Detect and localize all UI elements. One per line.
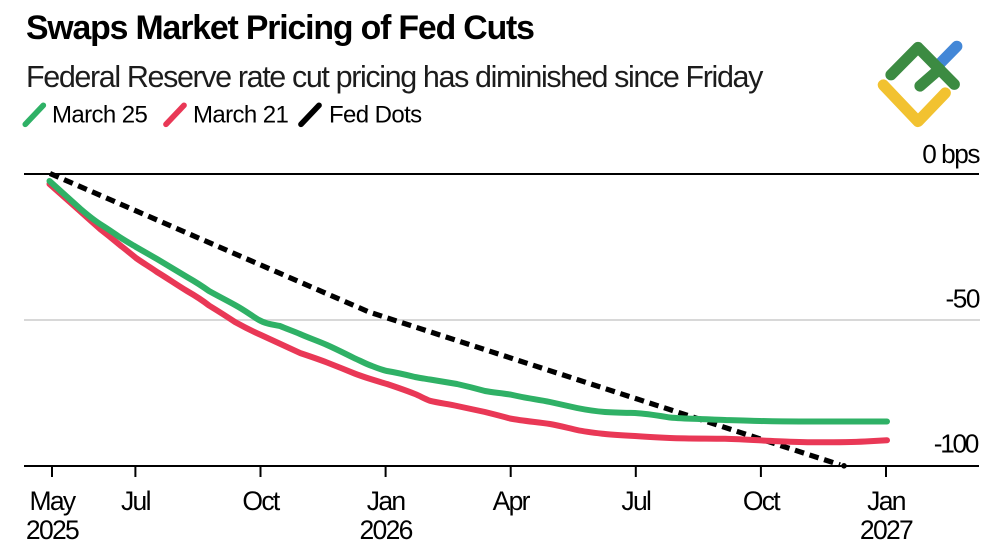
svg-text:March 21: March 21 <box>193 102 288 129</box>
svg-text:Oct: Oct <box>242 486 280 516</box>
svg-text:Jan: Jan <box>367 486 406 516</box>
svg-text:-50: -50 <box>946 284 980 314</box>
svg-text:Jan: Jan <box>867 486 906 516</box>
svg-text:Jul: Jul <box>621 486 651 516</box>
svg-text:Fed Dots: Fed Dots <box>329 102 422 129</box>
svg-text:Federal Reserve rate cut prici: Federal Reserve rate cut pricing has dim… <box>26 60 764 94</box>
svg-text:0 bps: 0 bps <box>922 139 980 169</box>
svg-text:2026: 2026 <box>360 515 413 545</box>
svg-text:Jul: Jul <box>121 486 151 516</box>
svg-text:Apr: Apr <box>493 486 531 516</box>
svg-text:-100: -100 <box>934 429 979 459</box>
svg-text:Swaps Market Pricing of Fed Cu: Swaps Market Pricing of Fed Cuts <box>26 9 534 47</box>
svg-text:May: May <box>30 486 77 516</box>
svg-text:2025: 2025 <box>26 515 79 545</box>
svg-text:March 25: March 25 <box>52 102 147 129</box>
svg-text:Oct: Oct <box>743 486 781 516</box>
svg-text:2027: 2027 <box>860 515 913 545</box>
